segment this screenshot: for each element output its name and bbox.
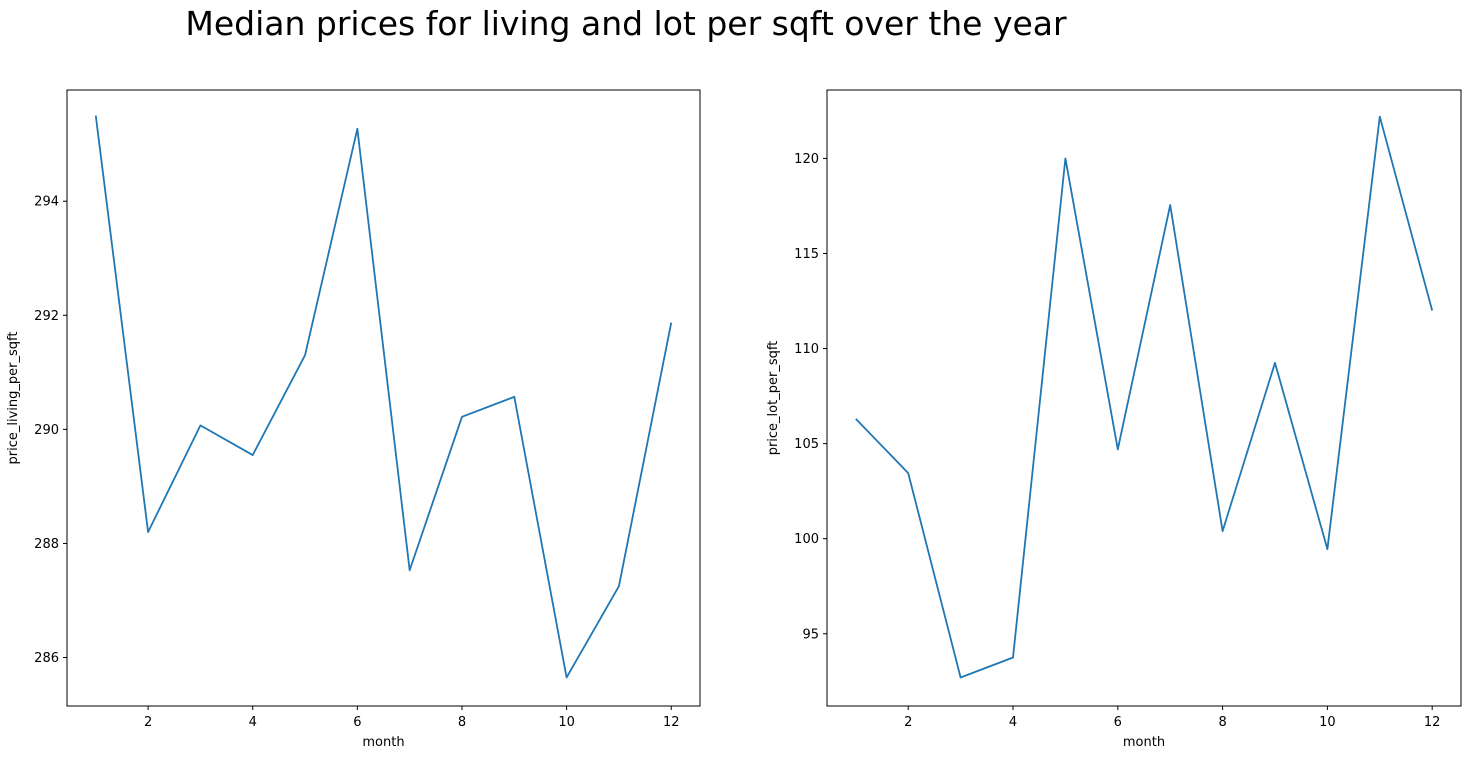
x-axis-label: month bbox=[362, 735, 404, 750]
x-tick-label: 4 bbox=[249, 715, 257, 730]
y-tick-label: 105 bbox=[794, 437, 819, 452]
x-tick-label: 2 bbox=[144, 715, 152, 730]
y-tick-label: 120 bbox=[794, 152, 819, 167]
y-axis-label: price_living_per_sqft bbox=[6, 332, 21, 465]
x-axis-label: month bbox=[1123, 735, 1165, 750]
y-tick-label: 95 bbox=[802, 627, 819, 642]
figure-title: Median prices for living and lot per sqf… bbox=[185, 4, 1067, 43]
y-tick-label: 100 bbox=[794, 532, 819, 547]
plot-frame bbox=[66, 89, 701, 707]
x-tick-label: 8 bbox=[1218, 715, 1226, 730]
x-tick-label: 4 bbox=[1009, 715, 1017, 730]
x-tick-label: 12 bbox=[1424, 715, 1441, 730]
series-line bbox=[855, 115, 1434, 679]
y-tick-label: 292 bbox=[34, 309, 59, 324]
y-tick-label: 286 bbox=[34, 651, 59, 666]
left-chart-panel: 2 4 6 8 10 12 286 288 290 292 294 month price_living… bbox=[6, 89, 701, 750]
x-tick-label: 8 bbox=[458, 715, 466, 730]
y-tick-label: 115 bbox=[794, 247, 819, 262]
x-tick-label: 10 bbox=[1319, 715, 1336, 730]
x-tick-label: 6 bbox=[353, 715, 361, 730]
y-tick-label: 288 bbox=[34, 537, 59, 552]
series-line bbox=[94, 115, 673, 679]
x-tick-label: 2 bbox=[904, 715, 912, 730]
right-chart-panel: 2 4 6 8 10 12 95 100 105 110 115 120 month price_lot_… bbox=[766, 89, 1462, 750]
y-tick-label: 294 bbox=[34, 195, 59, 210]
y-tick-label: 290 bbox=[34, 423, 59, 438]
y-tick-label: 110 bbox=[794, 342, 819, 357]
x-tick-label: 10 bbox=[558, 715, 575, 730]
x-tick-label: 12 bbox=[663, 715, 680, 730]
x-tick-label: 6 bbox=[1114, 715, 1122, 730]
plot-frame bbox=[826, 89, 1462, 707]
y-axis-label: price_lot_per_sqft bbox=[766, 341, 781, 456]
